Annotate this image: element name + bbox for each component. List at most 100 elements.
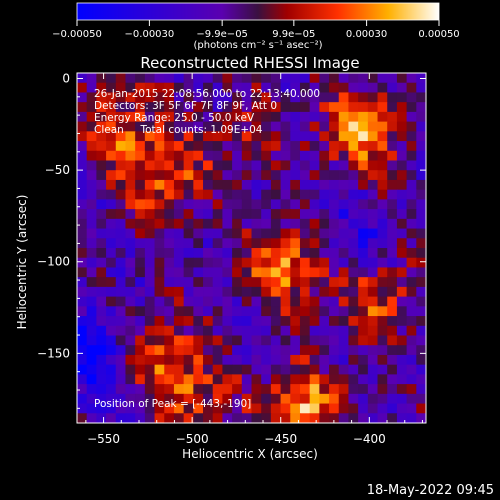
heatmap-cell: [203, 199, 214, 210]
heatmap-cell: [377, 238, 388, 249]
heatmap-cell: [348, 228, 359, 239]
heatmap-cell: [280, 277, 291, 288]
heatmap-cell: [396, 393, 408, 405]
heatmap-cell: [406, 141, 417, 152]
heatmap-cell: [241, 209, 253, 220]
heatmap-cell: [329, 277, 340, 288]
heatmap-cell: [319, 413, 330, 423]
heatmap-cell: [222, 257, 233, 269]
heatmap-cell: [387, 257, 398, 269]
heatmap-cell: [358, 218, 369, 230]
heatmap-cell: [106, 160, 117, 171]
heatmap-cell: [96, 209, 107, 220]
heatmap-cell: [193, 306, 204, 317]
heatmap-cell: [86, 121, 97, 132]
heatmap-cell: [348, 218, 359, 230]
heatmap-cell: [212, 325, 224, 337]
heatmap-cell: [144, 111, 156, 123]
heatmap-cell: [338, 345, 350, 356]
heatmap-cell: [319, 218, 330, 230]
heatmap-cell: [77, 82, 88, 94]
heatmap-cell: [367, 199, 379, 210]
heatmap-cell: [261, 131, 272, 142]
heatmap-cell: [135, 199, 146, 210]
heatmap-cell: [125, 160, 136, 171]
heatmap-cell: [309, 218, 320, 230]
heatmap-cell: [106, 384, 117, 395]
heatmap-cell: [251, 170, 262, 181]
heatmap-cell: [309, 82, 320, 94]
heatmap-cell: [96, 238, 107, 249]
heatmap-cell: [173, 189, 185, 200]
heatmap-cell: [154, 170, 165, 181]
heatmap-cell: [406, 238, 417, 249]
heatmap-cell: [299, 248, 311, 259]
heatmap-cell: [319, 248, 330, 259]
heatmap-cell: [319, 286, 330, 298]
heatmap-cell: [290, 218, 301, 230]
heatmap-cell: [135, 238, 146, 249]
heatmap-cell: [96, 384, 107, 395]
heatmap-cell: [416, 335, 426, 346]
heatmap-cell: [299, 393, 311, 405]
heatmap-cell: [319, 384, 330, 395]
heatmap-cell: [173, 277, 185, 288]
heatmap-cell: [183, 170, 194, 181]
heatmap-cell: [77, 277, 88, 288]
heatmap-cell: [329, 82, 340, 94]
heatmap-cell: [338, 413, 350, 423]
heatmap-cell: [106, 393, 117, 405]
heatmap-cell: [348, 92, 359, 103]
heatmap-cell: [154, 316, 165, 327]
heatmap-cell: [115, 160, 127, 171]
heatmap-cell: [222, 335, 233, 346]
heatmap-cell: [299, 73, 311, 84]
annotation-time-range: 26-Jan-2015 22:08:56.000 to 22:13:40.000: [94, 88, 320, 100]
heatmap-cell: [319, 189, 330, 200]
heatmap-cell: [193, 248, 204, 259]
heatmap-cell: [387, 384, 398, 395]
heatmap-cell: [173, 248, 185, 259]
heatmap-cell: [338, 228, 350, 239]
heatmap-cell: [261, 364, 272, 375]
heatmap-cell: [377, 92, 388, 103]
heatmap-cell: [135, 131, 146, 142]
heatmap-cell: [251, 111, 262, 123]
heatmap-cell: [144, 364, 156, 375]
heatmap-cell: [115, 267, 127, 278]
heatmap-cell: [241, 267, 253, 278]
heatmap-cell: [154, 150, 165, 162]
heatmap-cell: [290, 73, 301, 84]
heatmap-cell: [377, 248, 388, 259]
heatmap-cell: [396, 199, 408, 210]
heatmap-cell: [154, 248, 165, 259]
heatmap-cell: [183, 150, 194, 162]
annotation-peak-position: Position of Peak = [-443,-190]: [94, 398, 251, 410]
heatmap-cell: [96, 218, 107, 230]
heatmap-cell: [290, 248, 301, 259]
heatmap-cell: [203, 170, 214, 181]
heatmap-cell: [338, 257, 350, 269]
heatmap-cell: [251, 296, 262, 307]
heatmap-cell: [173, 335, 185, 346]
heatmap-cell: [387, 393, 398, 405]
y-axis-label: Heliocentric Y (arcsec): [15, 195, 29, 330]
heatmap-cell: [290, 335, 301, 346]
heatmap-cell: [203, 102, 214, 113]
heatmap-cell: [358, 393, 369, 405]
heatmap-cell: [299, 170, 311, 181]
heatmap-cell: [203, 111, 214, 123]
annotation-block: 26-Jan-2015 22:08:56.000 to 22:13:40.000…: [94, 88, 320, 410]
heatmap-cell: [212, 92, 224, 103]
heatmap-cell: [115, 189, 127, 200]
heatmap-cell: [144, 345, 156, 356]
heatmap-cell: [329, 170, 340, 181]
heatmap-cell: [222, 73, 233, 84]
heatmap-cell: [251, 92, 262, 103]
heatmap-cell: [406, 296, 417, 307]
heatmap-cell: [164, 277, 175, 288]
heatmap-cell: [261, 121, 272, 132]
heatmap-cell: [299, 189, 311, 200]
heatmap-cell: [203, 325, 214, 337]
heatmap-cell: [135, 374, 146, 385]
